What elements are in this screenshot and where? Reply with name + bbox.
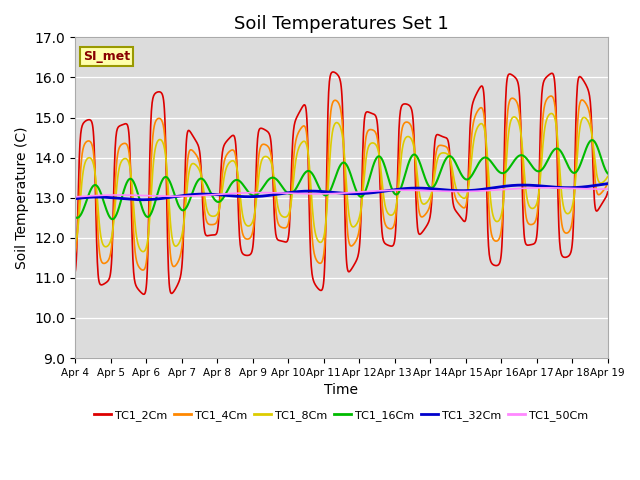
TC1_50Cm — [177, 193, 184, 199]
TC1_4Cm — [71, 251, 79, 257]
Legend: TC1_2Cm, TC1_4Cm, TC1_8Cm, TC1_16Cm, TC1_32Cm, TC1_50Cm: TC1_2Cm, TC1_4Cm, TC1_8Cm, TC1_16Cm, TC1… — [90, 405, 593, 425]
TC1_32Cm — [139, 197, 147, 203]
TC1_2Cm — [541, 76, 549, 82]
TC1_8Cm — [140, 249, 147, 254]
TC1_50Cm — [540, 185, 548, 191]
Text: SI_met: SI_met — [83, 50, 131, 63]
TC1_32Cm — [190, 192, 198, 197]
TC1_16Cm — [494, 168, 502, 173]
TC1_8Cm — [190, 161, 198, 167]
TC1_4Cm — [177, 250, 185, 255]
TC1_4Cm — [250, 224, 257, 230]
TC1_32Cm — [494, 184, 502, 190]
TC1_32Cm — [177, 193, 185, 199]
TC1_2Cm — [140, 291, 147, 297]
TC1_16Cm — [71, 214, 79, 220]
TC1_32Cm — [604, 181, 612, 187]
TC1_4Cm — [494, 238, 502, 243]
TC1_2Cm — [190, 135, 198, 141]
Y-axis label: Soil Temperature (C): Soil Temperature (C) — [15, 126, 29, 269]
TC1_8Cm — [541, 125, 548, 131]
TC1_50Cm — [541, 185, 548, 191]
TC1_50Cm — [71, 194, 79, 200]
Line: TC1_50Cm: TC1_50Cm — [75, 188, 608, 197]
TC1_50Cm — [250, 190, 257, 195]
TC1_32Cm — [424, 186, 432, 192]
TC1_2Cm — [250, 237, 257, 242]
TC1_2Cm — [425, 219, 433, 225]
TC1_16Cm — [424, 182, 432, 188]
Line: TC1_32Cm: TC1_32Cm — [75, 184, 608, 200]
TC1_8Cm — [250, 216, 257, 222]
TC1_4Cm — [139, 267, 147, 273]
Line: TC1_4Cm: TC1_4Cm — [75, 96, 608, 270]
TC1_8Cm — [494, 218, 502, 224]
Title: Soil Temperatures Set 1: Soil Temperatures Set 1 — [234, 15, 449, 33]
TC1_4Cm — [424, 207, 432, 213]
TC1_32Cm — [250, 194, 257, 200]
TC1_16Cm — [250, 193, 257, 199]
TC1_4Cm — [547, 93, 555, 99]
TC1_2Cm — [494, 262, 502, 268]
TC1_8Cm — [424, 198, 432, 204]
TC1_2Cm — [329, 69, 337, 75]
Line: TC1_2Cm: TC1_2Cm — [75, 72, 608, 294]
TC1_32Cm — [541, 183, 548, 189]
TC1_8Cm — [71, 239, 79, 245]
Line: TC1_16Cm: TC1_16Cm — [75, 140, 608, 219]
TC1_50Cm — [424, 188, 431, 193]
TC1_16Cm — [109, 216, 116, 222]
TC1_2Cm — [177, 271, 185, 276]
TC1_8Cm — [177, 235, 185, 241]
X-axis label: Time: Time — [324, 383, 358, 397]
TC1_16Cm — [541, 163, 548, 168]
TC1_2Cm — [604, 189, 612, 195]
TC1_16Cm — [177, 206, 185, 212]
TC1_50Cm — [189, 193, 197, 199]
Line: TC1_8Cm: TC1_8Cm — [75, 113, 608, 252]
TC1_2Cm — [71, 269, 79, 275]
TC1_50Cm — [604, 186, 612, 192]
TC1_16Cm — [604, 170, 612, 176]
TC1_4Cm — [604, 180, 612, 185]
TC1_8Cm — [548, 110, 556, 116]
TC1_8Cm — [604, 174, 612, 180]
TC1_4Cm — [541, 102, 548, 108]
TC1_4Cm — [190, 149, 198, 155]
TC1_16Cm — [588, 137, 596, 143]
TC1_50Cm — [493, 187, 501, 193]
TC1_16Cm — [190, 186, 198, 192]
TC1_32Cm — [71, 196, 79, 202]
